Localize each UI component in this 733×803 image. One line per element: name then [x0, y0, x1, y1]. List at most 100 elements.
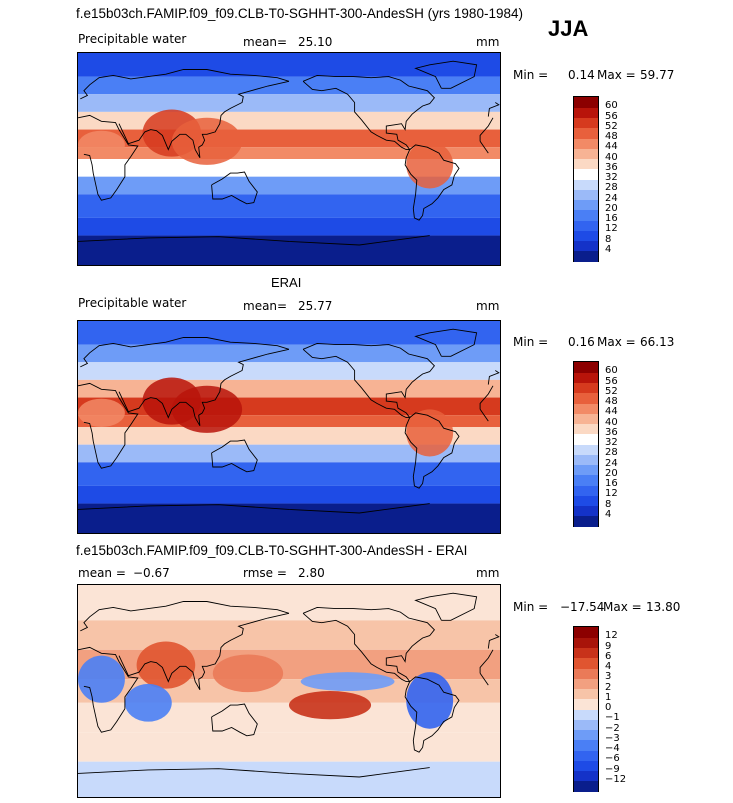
colorbar-segment: [574, 719, 598, 730]
colorbar-tick-label: 12: [605, 488, 618, 500]
colorbar-segment: [574, 220, 598, 231]
colorbar-tick-label: 20: [605, 467, 618, 479]
colorbar-tick-label: 36: [605, 426, 618, 438]
panel-obs-colorbar: [573, 361, 599, 527]
field-blob: [406, 141, 454, 189]
coastline: [414, 60, 478, 89]
colorbar-tick-label: 28: [605, 182, 618, 194]
field-band: [78, 159, 500, 177]
coastline: [211, 439, 258, 473]
coastline: [80, 601, 500, 649]
panel-obs-mean-value: 25.77: [298, 299, 333, 313]
field-band: [78, 444, 500, 463]
colorbar-segment: [574, 495, 598, 506]
colorbar-tick-label: −2: [605, 722, 620, 734]
panel-model-mean-label: mean=: [243, 35, 288, 49]
coastline: [211, 171, 258, 205]
colorbar-tick-label: 56: [605, 110, 618, 122]
panel-model-map: [77, 52, 501, 266]
map-field: [78, 53, 500, 265]
colorbar-segment: [574, 158, 598, 170]
colorbar-tick-label: 52: [605, 120, 618, 132]
coastline: [80, 337, 500, 385]
field-band: [78, 111, 500, 130]
colorbar-segment: [574, 750, 598, 761]
colorbar-segment: [574, 413, 598, 424]
panel-obs-map: [77, 320, 501, 534]
field-band: [78, 147, 500, 159]
panel-model-min-label: Min =: [513, 68, 549, 82]
main-title: f.e15b03ch.FAMIP.f09_f09.CLB-T0-SGHHT-30…: [76, 6, 523, 21]
colorbar-tick-label: 56: [605, 375, 618, 387]
coastline: [118, 348, 290, 427]
colorbar-segment: [574, 678, 598, 689]
colorbar-tick-label: 1: [605, 691, 612, 703]
colorbar-segment: [574, 668, 598, 679]
field-band: [78, 732, 500, 762]
anomaly-blob: [300, 672, 395, 691]
colorbar-segment: [574, 464, 598, 476]
field-blob: [78, 130, 125, 159]
field-band: [78, 344, 500, 363]
panel-diff-rmse-label: rmse =: [243, 566, 287, 580]
field-band: [78, 235, 500, 265]
coastline: [302, 342, 436, 419]
anomaly-blob: [136, 641, 196, 689]
colorbar-segment: [574, 423, 598, 435]
field-band: [78, 321, 500, 345]
colorbar-segment: [574, 739, 598, 751]
field-band: [78, 76, 500, 95]
coastline: [414, 328, 478, 357]
colorbar-tick-label: 0: [605, 702, 612, 713]
coastline: [414, 592, 478, 621]
colorbar-tick-label: 4: [605, 243, 612, 255]
panel-obs-heading: ERAI: [271, 275, 302, 290]
colorbar-segment: [574, 698, 598, 710]
panel-model-units: mm: [476, 35, 500, 49]
colorbar-tick-label: 8: [605, 498, 612, 510]
colorbar-segment: [574, 138, 598, 149]
colorbar-segment: [574, 230, 598, 241]
field-band: [78, 176, 500, 195]
colorbar-tick-label: 60: [605, 365, 618, 377]
colorbar-segment: [574, 403, 598, 414]
colorbar-segment: [574, 199, 598, 211]
colorbar-tick-label: 8: [605, 233, 612, 245]
colorbar-tick-label: 36: [605, 161, 618, 173]
panel-diff-units: mm: [476, 566, 500, 580]
colorbar-tick-label: 24: [605, 457, 618, 469]
panel-diff-map: [77, 584, 501, 798]
field-band: [78, 585, 500, 621]
coastline: [78, 503, 430, 514]
panel-diff-mean-value: −0.67: [133, 566, 170, 580]
colorbar-tick-label: 28: [605, 447, 618, 459]
colorbar-segment: [574, 688, 598, 700]
colorbar-tick-label: 9: [605, 640, 612, 652]
panel-obs-max-value: 66.13: [640, 335, 675, 349]
coastline: [404, 676, 460, 753]
colorbar-segment: [574, 505, 598, 517]
colorbar-segment: [574, 97, 598, 108]
colorbar-segment: [574, 627, 598, 638]
field-band: [78, 94, 500, 112]
colorbar-segment: [574, 760, 598, 771]
colorbar-tick-label: −12: [605, 773, 627, 785]
field-blob: [171, 117, 243, 165]
colorbar-tick-label: 32: [605, 172, 618, 183]
panel-obs-max-label: Max =: [597, 335, 636, 349]
colorbar-segment: [574, 647, 598, 659]
colorbar-segment: [574, 209, 598, 221]
colorbar-segment: [574, 107, 598, 118]
coastline: [80, 69, 500, 117]
coastline: [118, 80, 290, 159]
panel-diff-rmse-value: 2.80: [298, 566, 325, 580]
colorbar-segment: [574, 372, 598, 383]
map-field: [78, 321, 500, 533]
panel-model-mean-value: 25.10: [298, 35, 333, 49]
panel-model-max-label: Max =: [597, 68, 636, 82]
anomaly-blob: [78, 655, 125, 703]
field-band: [78, 679, 500, 703]
colorbar-tick-label: 32: [605, 437, 618, 448]
field-band: [78, 620, 500, 650]
field-band: [78, 194, 500, 218]
